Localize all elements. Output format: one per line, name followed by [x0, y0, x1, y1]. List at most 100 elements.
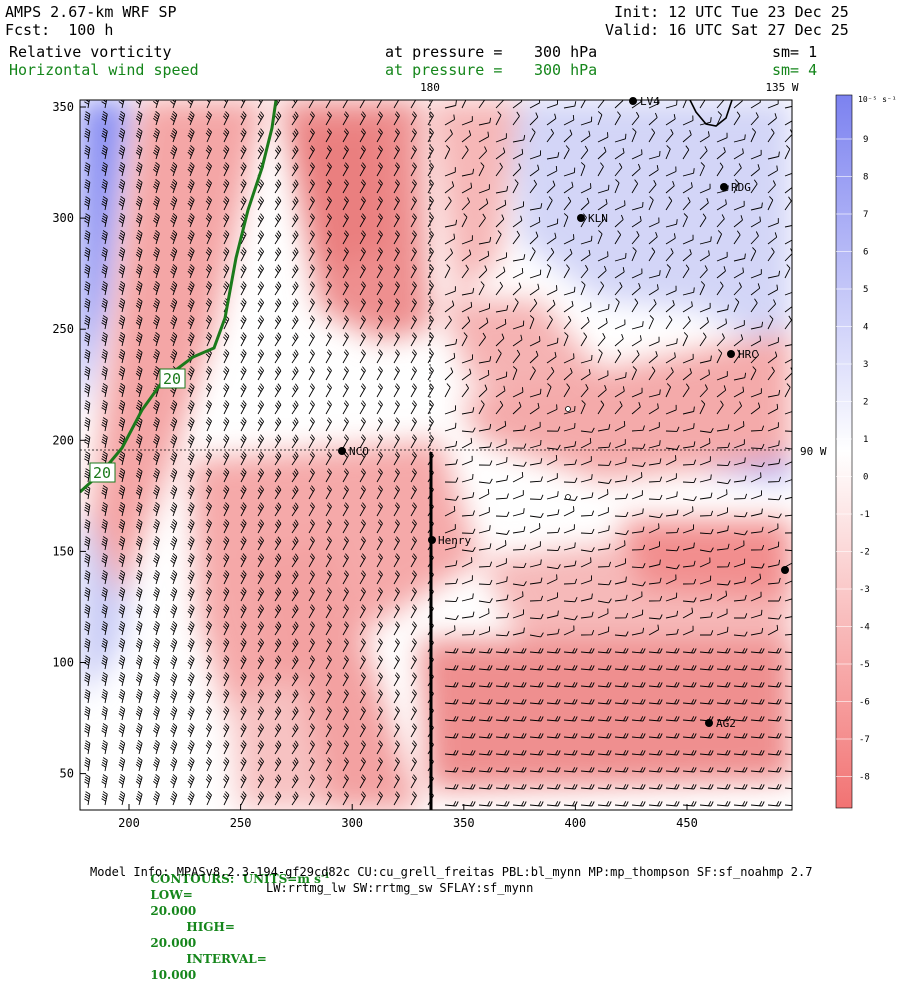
- wind-barb: [580, 183, 592, 194]
- wind-barb: [563, 286, 576, 296]
- wind-barb: [359, 400, 366, 415]
- wind-barb: [512, 134, 526, 143]
- wind-barb: [444, 648, 459, 654]
- wind-barb: [118, 672, 126, 687]
- wind-barb: [257, 468, 264, 483]
- wind-barb: [529, 595, 544, 602]
- wind-barb: [205, 757, 212, 772]
- station-ag2[interactable]: AG2: [705, 717, 736, 730]
- wind-barb: [205, 451, 212, 466]
- wind-barb: [682, 784, 697, 790]
- wind-barb: [342, 264, 349, 279]
- station-marker[interactable]: [781, 566, 789, 574]
- wind-barb: [750, 733, 765, 739]
- wind-barb: [325, 315, 332, 330]
- wind-barb: [563, 422, 576, 432]
- wind-barb: [359, 757, 366, 772]
- wind-barb: [240, 247, 247, 262]
- wind-barb: [342, 434, 349, 449]
- wind-barb: [359, 298, 366, 313]
- wind-barb: [631, 425, 645, 432]
- wind-barb: [614, 594, 628, 602]
- station-rdg[interactable]: RDG: [720, 181, 751, 194]
- wind-barb: [274, 366, 282, 381]
- station-kln[interactable]: KLN: [577, 212, 608, 225]
- wind-barb: [135, 672, 143, 687]
- wind-barb: [118, 196, 126, 211]
- wind-barb: [478, 750, 493, 756]
- wind-barb: [135, 706, 143, 721]
- wind-barb: [187, 451, 195, 466]
- wind-barb: [733, 801, 748, 807]
- wind-barb: [135, 791, 143, 806]
- wind-barb: [597, 230, 603, 245]
- wind-barb: [563, 459, 577, 466]
- wind-barb: [478, 303, 491, 313]
- wind-barb: [393, 672, 400, 687]
- wind-barb: [461, 528, 476, 534]
- wind-barb: [750, 508, 763, 517]
- wind-barb: [359, 145, 366, 160]
- wind-barb: [308, 740, 315, 755]
- wind-barb: [767, 458, 781, 466]
- wind-barb: [187, 757, 195, 772]
- wind-barb: [135, 179, 143, 194]
- wind-barb: [682, 332, 689, 347]
- wind-barb: [170, 213, 178, 228]
- wind-barb: [153, 791, 160, 806]
- wind-barb: [444, 459, 458, 466]
- wind-barb: [393, 451, 400, 466]
- vorticity-field: [80, 100, 792, 810]
- wind-barb: [410, 468, 417, 483]
- wind-barb: [529, 164, 540, 177]
- station-nco[interactable]: NCO: [338, 445, 369, 458]
- wind-barb: [767, 284, 779, 296]
- wind-barb: [376, 400, 383, 415]
- wind-barb: [101, 706, 108, 721]
- wind-barb: [699, 438, 711, 449]
- wind-barb: [597, 716, 612, 722]
- station-henry[interactable]: Henry: [428, 534, 471, 547]
- wind-barb: [240, 536, 247, 551]
- station-hrc[interactable]: HRC: [727, 348, 758, 361]
- station-lv4[interactable]: LV4: [629, 95, 660, 108]
- wind-barb: [784, 787, 792, 790]
- wind-barb: [648, 112, 658, 126]
- wind-barb: [597, 561, 612, 568]
- svg-text:KLN: KLN: [588, 212, 608, 225]
- wind-barb: [376, 349, 383, 364]
- wind-barb: [257, 655, 264, 670]
- model-info-line1: Model Info: MPASv8.2.3-194-gf29cd82c CU:…: [90, 865, 813, 879]
- wind-barb: [118, 655, 126, 670]
- wind-barb: [291, 621, 299, 636]
- wind-barb: [170, 485, 178, 500]
- weather-map: 20 20 RDG KLN HRC NCO Henry AG2 LV4 180 …: [52, 81, 896, 830]
- wind-barb: [631, 335, 642, 347]
- wind-barb: [529, 216, 541, 228]
- wind-barb: [733, 179, 740, 194]
- wind-barb: [699, 317, 709, 330]
- forecast-hour: Fcst: 100 h: [5, 21, 114, 39]
- wind-barb: [733, 493, 748, 500]
- y-tick-label: 300: [52, 211, 74, 225]
- wind-barb: [393, 196, 400, 211]
- wind-barb: [187, 621, 195, 636]
- wind-barb: [153, 417, 160, 432]
- wind-barb: [478, 801, 493, 807]
- wind-barb: [750, 366, 757, 381]
- x-tick-label: 450: [676, 816, 698, 830]
- wind-barb: [580, 116, 593, 126]
- wind-barb: [342, 604, 349, 619]
- wind-barb: [665, 426, 680, 432]
- wind-barb: [648, 784, 663, 790]
- wind-barb: [750, 591, 762, 602]
- wind-barb: [580, 302, 592, 313]
- wind-barb: [733, 733, 748, 739]
- wind-barb: [648, 513, 663, 519]
- wind-barb: [291, 332, 299, 347]
- wind-barb: [512, 716, 527, 722]
- wind-barb: [359, 536, 366, 551]
- wind-barb: [223, 315, 230, 330]
- wind-barb: [410, 179, 417, 194]
- wind-barb: [187, 638, 195, 653]
